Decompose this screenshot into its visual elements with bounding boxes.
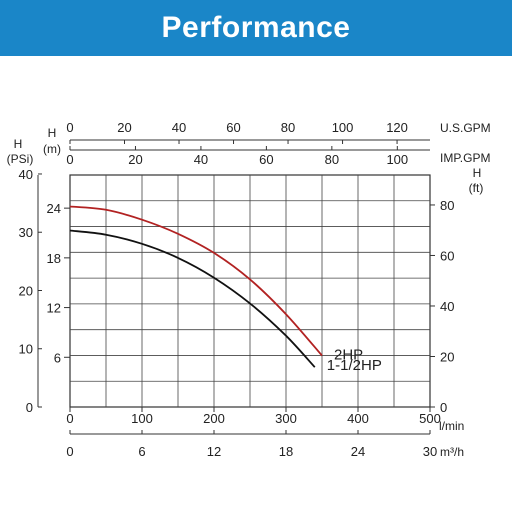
impgpm-tick-label: 80 [325, 152, 339, 167]
x-tick-label: 0 [66, 411, 73, 426]
usgpm-tick-label: 80 [281, 120, 295, 135]
ft-tick-label: 60 [440, 248, 454, 263]
impgpm-tick-label: 20 [128, 152, 142, 167]
m3h-tick-label: 0 [66, 444, 73, 459]
psi-tick-label: 20 [19, 283, 33, 298]
y-axis-label-m-line2: (m) [43, 142, 61, 156]
m3h-tick-label: 24 [351, 444, 365, 459]
x-axis-label-m3h: m³/h [440, 445, 464, 459]
m3h-tick-label: 18 [279, 444, 293, 459]
y-axis-label-psi-line1: H [14, 137, 23, 151]
series-line-1-1-2hp [69, 229, 316, 368]
impgpm-tick-label: 0 [66, 152, 73, 167]
psi-tick-label: 30 [19, 225, 33, 240]
y-tick-label: 24 [47, 201, 61, 216]
x-tick-label: 400 [347, 411, 369, 426]
header-banner: Performance [0, 0, 512, 56]
y-tick-label: 18 [47, 251, 61, 266]
grid [70, 175, 430, 407]
impgpm-tick-label: 100 [386, 152, 408, 167]
top-axis-label-usgpm: U.S.GPM [440, 121, 491, 135]
impgpm-tick-label: 60 [259, 152, 273, 167]
m3h-tick-label: 6 [138, 444, 145, 459]
y-tick-label: 12 [47, 301, 61, 316]
series-label-1-1-2hp: 1-1/2HP [327, 357, 382, 374]
y-axis-label-m-line1: H [48, 126, 57, 140]
impgpm-tick-label: 40 [194, 152, 208, 167]
ft-tick-label: 20 [440, 349, 454, 364]
usgpm-tick-label: 120 [386, 120, 408, 135]
psi-tick-label: 10 [19, 342, 33, 357]
m3h-tick-label: 30 [423, 444, 437, 459]
x-tick-label: 300 [275, 411, 297, 426]
usgpm-tick-label: 60 [226, 120, 240, 135]
y-axis-label-psi-line2: (PSi) [7, 152, 34, 166]
ft-tick-label: 40 [440, 299, 454, 314]
x-tick-label: 500 [419, 411, 441, 426]
top-axis-label-impgpm: IMP.GPM [440, 151, 490, 165]
series-label-2hp: 2HP [334, 347, 363, 364]
x-tick-label: 100 [131, 411, 153, 426]
psi-tick-label: 40 [19, 167, 33, 182]
x-tick-label: 200 [203, 411, 225, 426]
m3h-tick-label: 12 [207, 444, 221, 459]
psi-tick-label: 0 [26, 400, 33, 415]
page-title: Performance [161, 11, 351, 44]
y-axis-label-ft-line2: (ft) [469, 181, 484, 195]
y-tick-label: 6 [54, 350, 61, 365]
ft-tick-label: 0 [440, 400, 447, 415]
series-line-2hp [69, 205, 323, 357]
usgpm-tick-label: 100 [332, 120, 354, 135]
ft-tick-label: 80 [440, 198, 454, 213]
x-axis-label-lpm: l/min [439, 419, 464, 433]
y-axis-label-ft-line1: H [473, 166, 482, 180]
usgpm-tick-label: 20 [117, 120, 131, 135]
usgpm-tick-label: 0 [66, 120, 73, 135]
usgpm-tick-label: 40 [172, 120, 186, 135]
